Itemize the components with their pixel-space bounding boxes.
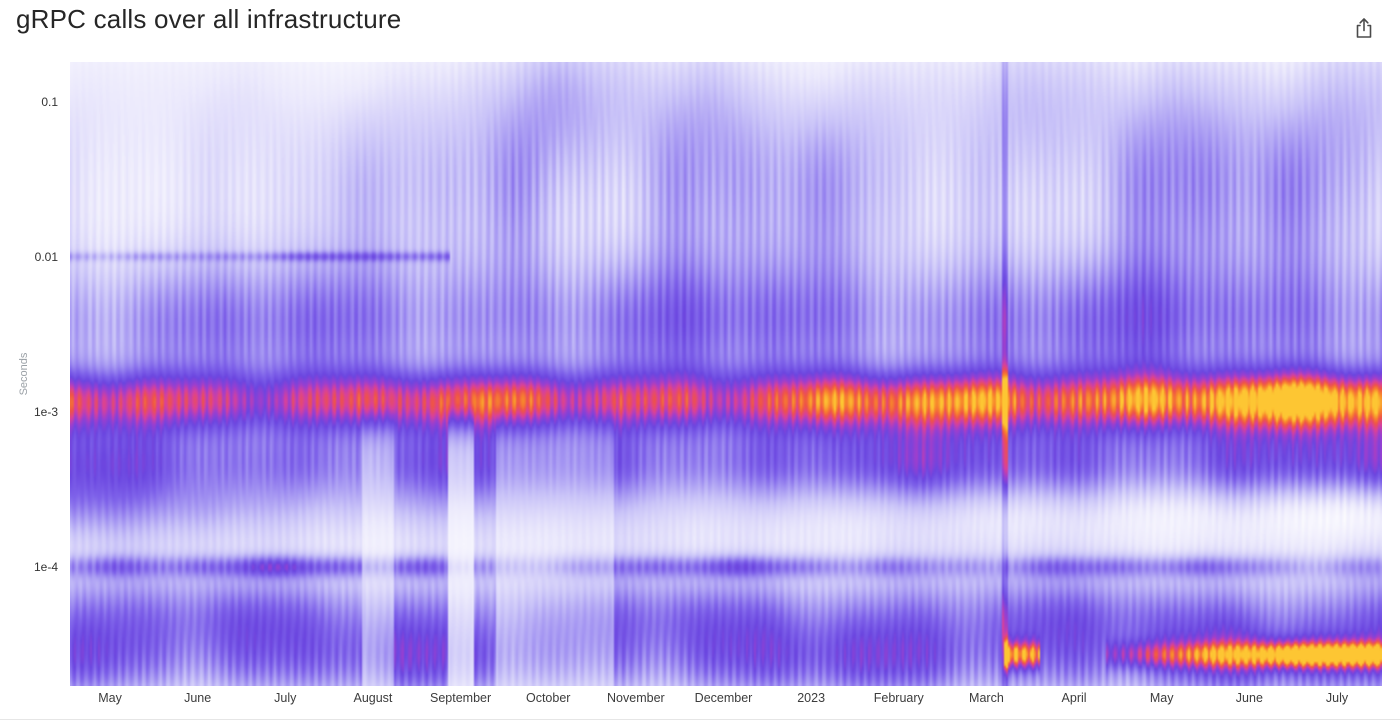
x-tick-label: September [430, 691, 492, 705]
y-axis: 0.1 0.01 1e-3 1e-4 [0, 62, 64, 686]
page-title: gRPC calls over all infrastructure [16, 4, 402, 34]
x-axis: May June July August September October Novembe… [70, 688, 1382, 714]
x-tick-label: May [98, 691, 122, 705]
latency-heatmap-plot [70, 62, 1382, 686]
x-tick-label: November [607, 691, 665, 705]
share-button[interactable] [1348, 12, 1380, 44]
x-tick-label: June [1235, 691, 1263, 705]
heatmap-canvas[interactable] [70, 62, 1382, 686]
y-tick-label: 1e-4 [33, 559, 58, 574]
x-tick-label: March [969, 691, 1004, 705]
x-tick-label: June [184, 691, 212, 705]
x-tick-label: October [525, 691, 571, 705]
x-tick-label: 2023 [797, 691, 826, 705]
x-tick-label: August [353, 691, 393, 705]
y-tick-label: 0.1 [41, 94, 58, 109]
panel-divider [0, 719, 1400, 720]
x-tick-label: May [1149, 691, 1174, 705]
x-tick-label: July [1325, 691, 1349, 705]
x-tick-label: April [1061, 691, 1087, 705]
share-icon [1356, 18, 1372, 38]
x-tick-label: July [274, 691, 297, 705]
y-tick-label: 1e-3 [33, 404, 58, 419]
x-tick-label: February [873, 691, 924, 705]
y-tick-label: 0.01 [34, 249, 58, 264]
x-tick-label: December [694, 691, 753, 705]
